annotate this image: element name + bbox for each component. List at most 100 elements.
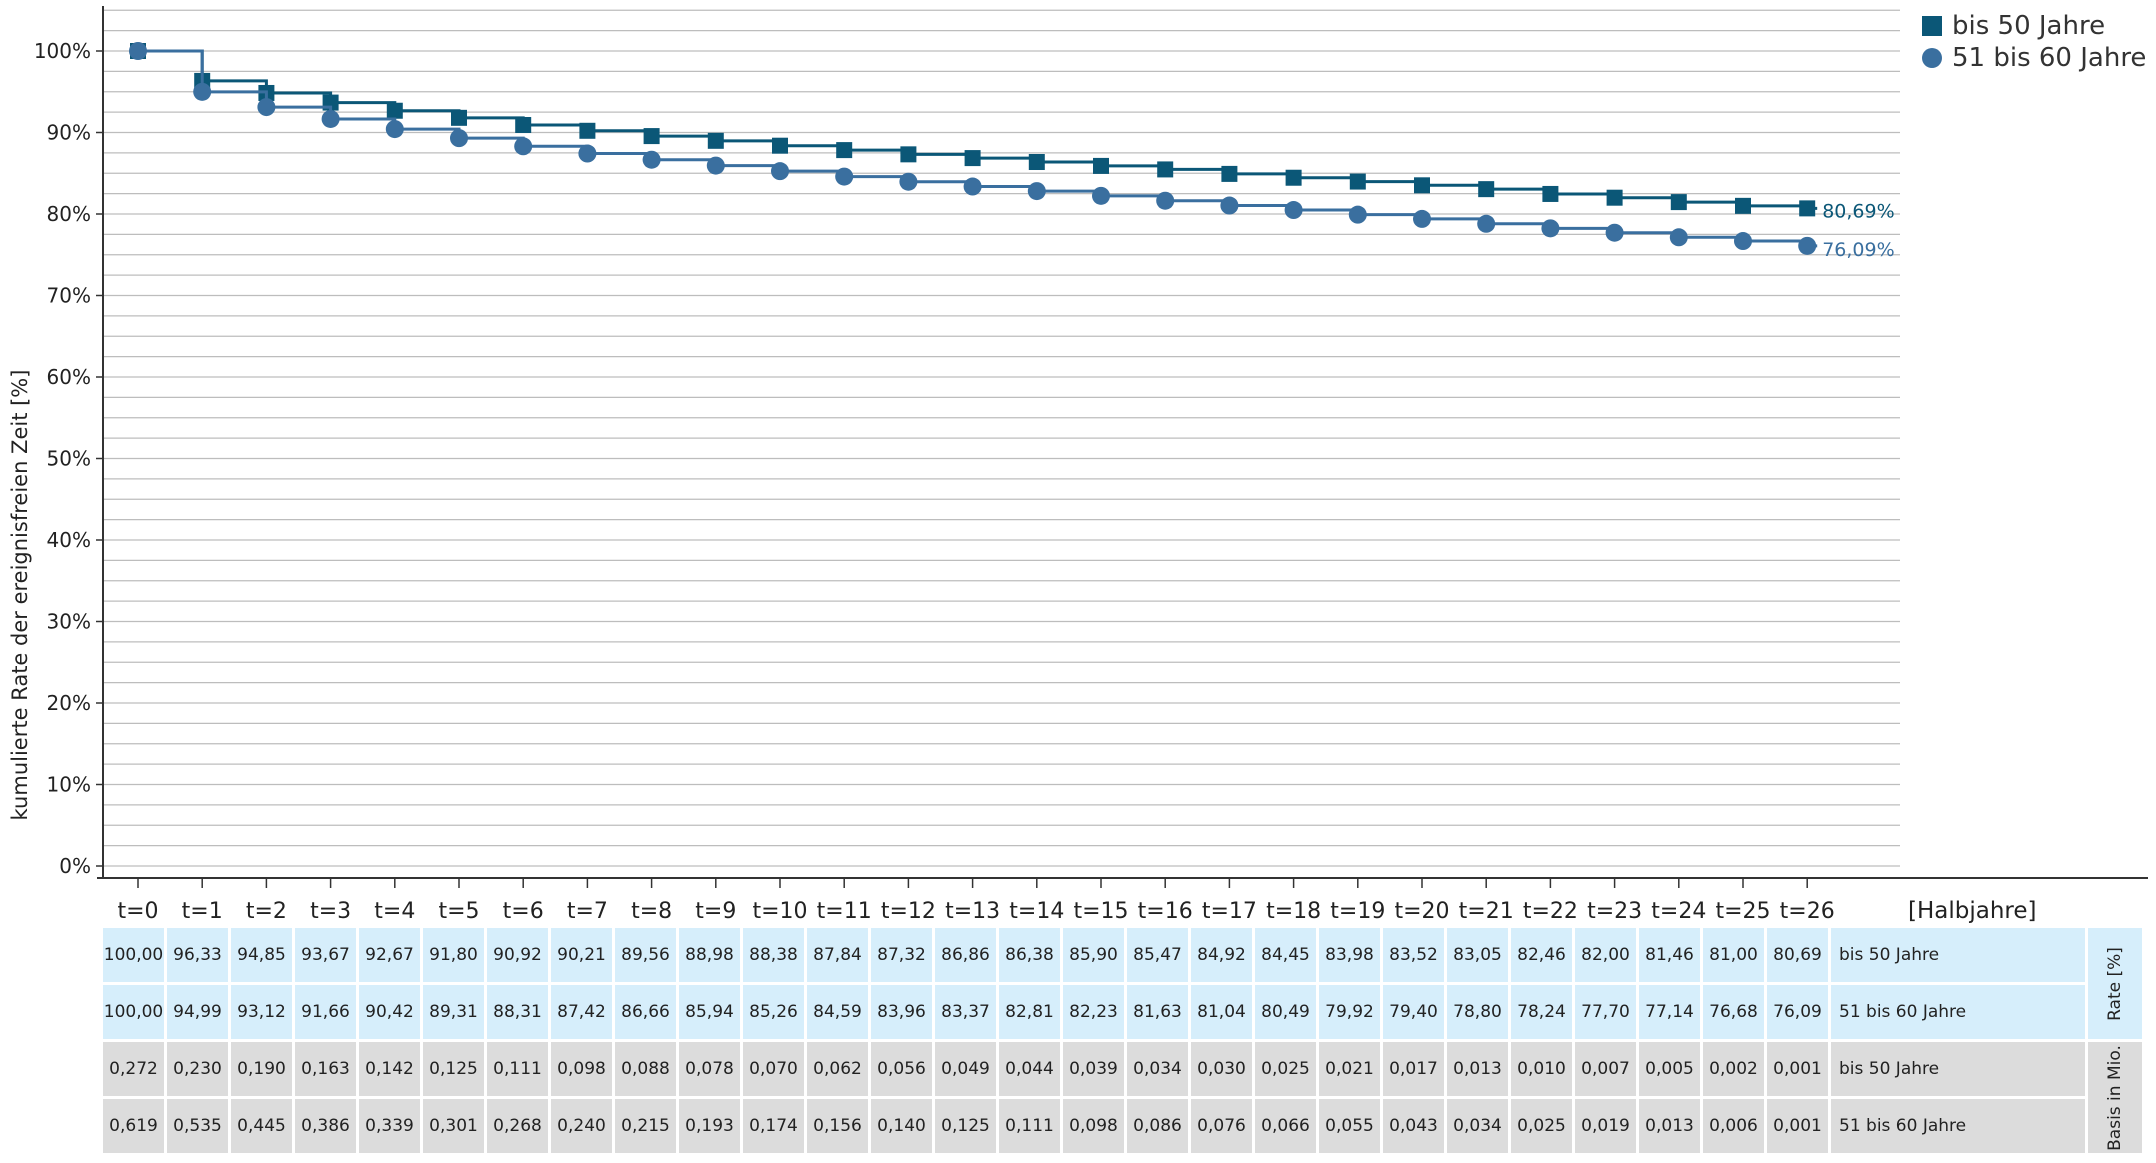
table-cell: 77,14: [1639, 985, 1700, 1039]
table-cell: 0,034: [1127, 1042, 1188, 1096]
x-axis-title: [Halbjahre]: [1908, 898, 2037, 924]
table-cell: 0,078: [679, 1042, 740, 1096]
table-cell: 0,156: [807, 1099, 868, 1153]
data-point-square: [1093, 157, 1109, 174]
table-cell: 0,010: [1511, 1042, 1572, 1096]
data-point-square: [579, 122, 596, 139]
y-tick-label: 40%: [47, 528, 91, 552]
x-tick-label: t=7: [567, 899, 608, 924]
table-cell: 88,98: [679, 928, 740, 982]
data-point-circle: [1092, 186, 1110, 205]
x-tick-label: t=13: [945, 899, 1000, 924]
data-point-circle: [514, 137, 533, 156]
x-tick-label: t=15: [1073, 899, 1128, 924]
table-cell: 94,99: [167, 985, 228, 1039]
table-row-label: 51 bis 60 Jahre: [1831, 1099, 2085, 1153]
table-row-label: bis 50 Jahre: [1831, 928, 2085, 982]
table-cell: 78,80: [1447, 985, 1508, 1039]
table-cell: 0,001: [1767, 1099, 1828, 1153]
table-cell: 0,013: [1447, 1042, 1508, 1096]
table-cell: 79,40: [1383, 985, 1444, 1039]
table-cell: 0,062: [807, 1042, 868, 1096]
data-point-square: [515, 117, 532, 134]
y-tick-label: 30%: [47, 610, 91, 634]
data-point-circle: [1027, 182, 1046, 201]
data-point-circle: [963, 177, 982, 196]
x-tick-label: t=12: [881, 899, 936, 924]
data-point-circle: [1734, 232, 1752, 251]
data-point-circle: [835, 167, 854, 186]
table-cell: 0,021: [1319, 1042, 1380, 1096]
table-cell: 83,96: [871, 985, 932, 1039]
data-point-square: [1028, 154, 1045, 171]
table-cell: 83,98: [1319, 928, 1380, 982]
data-point-circle: [450, 129, 468, 148]
table-cell: 81,46: [1639, 928, 1700, 982]
data-point-square: [1606, 189, 1623, 206]
legend-item-51-60: 51 bis 60 Jahre: [1922, 42, 2146, 74]
data-point-circle: [1477, 214, 1496, 233]
x-tick-label: t=5: [438, 899, 479, 924]
table-cell: 83,52: [1383, 928, 1444, 982]
table-cell: 93,67: [295, 928, 356, 982]
data-point-circle: [257, 98, 276, 117]
table-row: 100,00 96,33 94,85 93,67 92,67 91,80 90,92 90,2…: [103, 928, 2142, 1039]
data-point-circle: [899, 172, 918, 191]
table-cell: 0,017: [1383, 1042, 1444, 1096]
table-cell: 100,00: [103, 985, 164, 1039]
table-row: 0,619 0,535 0,445 0,386 0,339 0,301 0,268 0,240…: [103, 1099, 2142, 1153]
table-cell: 0,190: [231, 1042, 292, 1096]
table-cell: 0,049: [935, 1042, 996, 1096]
table-group-label-text: Basis in Mio.: [2105, 1044, 2125, 1151]
data-point-square: [1349, 173, 1366, 190]
x-tick-label: t=18: [1266, 899, 1321, 924]
table-cell: 0,088: [615, 1042, 676, 1096]
data-point-square: [1735, 197, 1751, 214]
table-cell: 0,230: [167, 1042, 228, 1096]
table-group-label: Basis in Mio.: [2088, 1042, 2142, 1153]
y-tick-label: 90%: [47, 121, 91, 145]
data-point-square: [643, 128, 660, 145]
table-cell: 93,12: [231, 985, 292, 1039]
table-cell: 0,007: [1575, 1042, 1636, 1096]
data-table: 100,00 96,33 94,85 93,67 92,67 91,80 90,92 90,2…: [100, 925, 2145, 1156]
table-cell: 84,45: [1255, 928, 1316, 982]
table-cell: 80,49: [1255, 985, 1316, 1039]
table-cell: 0,125: [935, 1099, 996, 1153]
data-point-circle: [1541, 219, 1560, 238]
legend: bis 50 Jahre 51 bis 60 Jahre: [1922, 10, 2146, 74]
y-tick-label: 70%: [47, 284, 91, 308]
table-cell: 80,69: [1767, 928, 1828, 982]
table-cell: 0,193: [679, 1099, 740, 1153]
table-cell: 0,076: [1191, 1099, 1252, 1153]
table-cell: 87,84: [807, 928, 868, 982]
y-tick-label: 50%: [47, 447, 91, 471]
x-tick-label: t=24: [1651, 899, 1706, 924]
table-cell: 0,272: [103, 1042, 164, 1096]
table-cell: 82,46: [1511, 928, 1572, 982]
table-cell: 85,47: [1127, 928, 1188, 982]
table-cell: 91,66: [295, 985, 356, 1039]
y-tick-label: 0%: [59, 854, 91, 878]
table-row-label: bis 50 Jahre: [1831, 1042, 2085, 1096]
table-cell: 83,05: [1447, 928, 1508, 982]
table-cell: 0,111: [487, 1042, 548, 1096]
table-cell: 82,81: [999, 985, 1060, 1039]
table-cell: 0,142: [359, 1042, 420, 1096]
table-cell: 0,445: [231, 1099, 292, 1153]
table-cell: 0,006: [1703, 1099, 1764, 1153]
table-cell: 0,140: [871, 1099, 932, 1153]
data-point-square: [1414, 177, 1430, 194]
data-point-circle: [1348, 205, 1367, 224]
data-point-circle: [1220, 196, 1239, 215]
table-cell: 81,04: [1191, 985, 1252, 1039]
x-tick-label: t=20: [1394, 899, 1449, 924]
data-point-square: [1670, 194, 1687, 211]
table-cell: 0,043: [1383, 1099, 1444, 1153]
x-tick-label: t=11: [817, 899, 872, 924]
legend-item-bis-50: bis 50 Jahre: [1922, 10, 2146, 42]
x-tick-label: t=0: [117, 899, 158, 924]
table-cell: 90,92: [487, 928, 548, 982]
table-cell: 0,039: [1063, 1042, 1124, 1096]
table-cell: 76,09: [1767, 985, 1828, 1039]
